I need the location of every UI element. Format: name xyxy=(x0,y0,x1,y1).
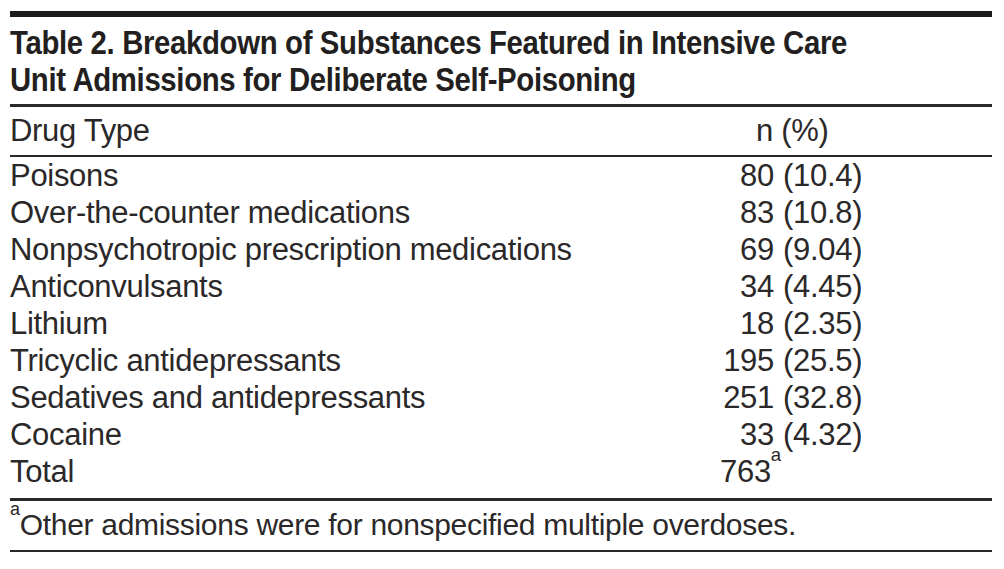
table-title: Table 2. Breakdown of Substances Feature… xyxy=(10,24,989,98)
table-total-row: Total 763a xyxy=(10,453,992,490)
n-value: 83 xyxy=(720,195,774,231)
pct-value: (9.04) xyxy=(783,232,862,268)
total-n-value: 763a xyxy=(720,454,774,490)
table-header-row: Drug Type n (%) xyxy=(10,107,992,155)
pct-value: (4.32) xyxy=(783,417,862,453)
footnote-text: Other admissions were for nonspecified m… xyxy=(20,508,796,541)
footnote-marker: a xyxy=(10,499,20,519)
table-row: Lithium 18 (2.35) xyxy=(10,305,992,342)
pct-value: (32.8) xyxy=(783,380,862,416)
table-row: Cocaine 33 (4.32) xyxy=(10,416,992,453)
n-pct-cell: 34 (4.45) xyxy=(720,269,992,305)
drug-type-cell: Tricyclic antidepressants xyxy=(10,343,720,379)
n-pct-cell: 80 (10.4) xyxy=(720,158,992,194)
table-top-bar xyxy=(10,11,992,17)
table-title-line-2: Unit Admissions for Deliberate Self-Pois… xyxy=(10,61,989,98)
table-row: Sedatives and antidepressants 251 (32.8) xyxy=(10,379,992,416)
table-row: Tricyclic antidepressants 195 (25.5) xyxy=(10,342,992,379)
total-label-cell: Total xyxy=(10,454,720,490)
pct-value: (4.45) xyxy=(783,269,862,305)
rule-bottom xyxy=(10,550,992,553)
drug-type-cell: Anticonvulsants xyxy=(10,269,720,305)
drug-type-cell: Lithium xyxy=(10,306,720,342)
n-pct-cell: 33 (4.32) xyxy=(720,417,992,453)
pct-value: (10.4) xyxy=(783,158,862,194)
pct-value: (10.8) xyxy=(783,195,862,231)
n-value: 69 xyxy=(720,232,774,268)
n-pct-cell: 251 (32.8) xyxy=(720,380,992,416)
total-value-cell: 763a xyxy=(720,454,992,490)
table-row: Nonpsychotropic prescription medications… xyxy=(10,231,992,268)
n-value: 195 xyxy=(720,343,774,379)
footnote-text-wrap: aOther admissions were for nonspecified … xyxy=(10,508,796,542)
drug-type-cell: Cocaine xyxy=(10,417,720,453)
drug-type-cell: Over-the-counter medications xyxy=(10,195,720,231)
table-row: Over-the-counter medications 83 (10.8) xyxy=(10,194,992,231)
drug-type-cell: Poisons xyxy=(10,158,720,194)
n-value: 18 xyxy=(720,306,774,342)
n-pct-cell: 195 (25.5) xyxy=(720,343,992,379)
n-pct-cell: 83 (10.8) xyxy=(720,195,992,231)
table-body: Poisons 80 (10.4) Over-the-counter medic… xyxy=(10,157,992,490)
drug-type-cell: Sedatives and antidepressants xyxy=(10,380,720,416)
n-pct-cell: 69 (9.04) xyxy=(720,232,992,268)
n-pct-cell: 18 (2.35) xyxy=(720,306,992,342)
table-title-line-1: Table 2. Breakdown of Substances Feature… xyxy=(10,24,989,61)
drug-type-cell: Nonpsychotropic prescription medications xyxy=(10,232,720,268)
table-figure-page: Table 2. Breakdown of Substances Feature… xyxy=(0,0,1004,569)
total-footnote-marker: a xyxy=(771,444,781,465)
pct-value: (25.5) xyxy=(783,343,862,379)
pct-value: (2.35) xyxy=(783,306,862,342)
table-footnote: aOther admissions were for nonspecified … xyxy=(10,501,992,550)
table-row: Poisons 80 (10.4) xyxy=(10,157,992,194)
n-value: 251 xyxy=(720,380,774,416)
column-header-n-pct: n (%) xyxy=(720,113,992,149)
total-n-number: 763 xyxy=(720,454,771,489)
n-value: 33 xyxy=(720,417,774,453)
n-value: 34 xyxy=(720,269,774,305)
column-header-drug-type: Drug Type xyxy=(10,113,720,149)
n-value: 80 xyxy=(720,158,774,194)
table-row: Anticonvulsants 34 (4.45) xyxy=(10,268,992,305)
